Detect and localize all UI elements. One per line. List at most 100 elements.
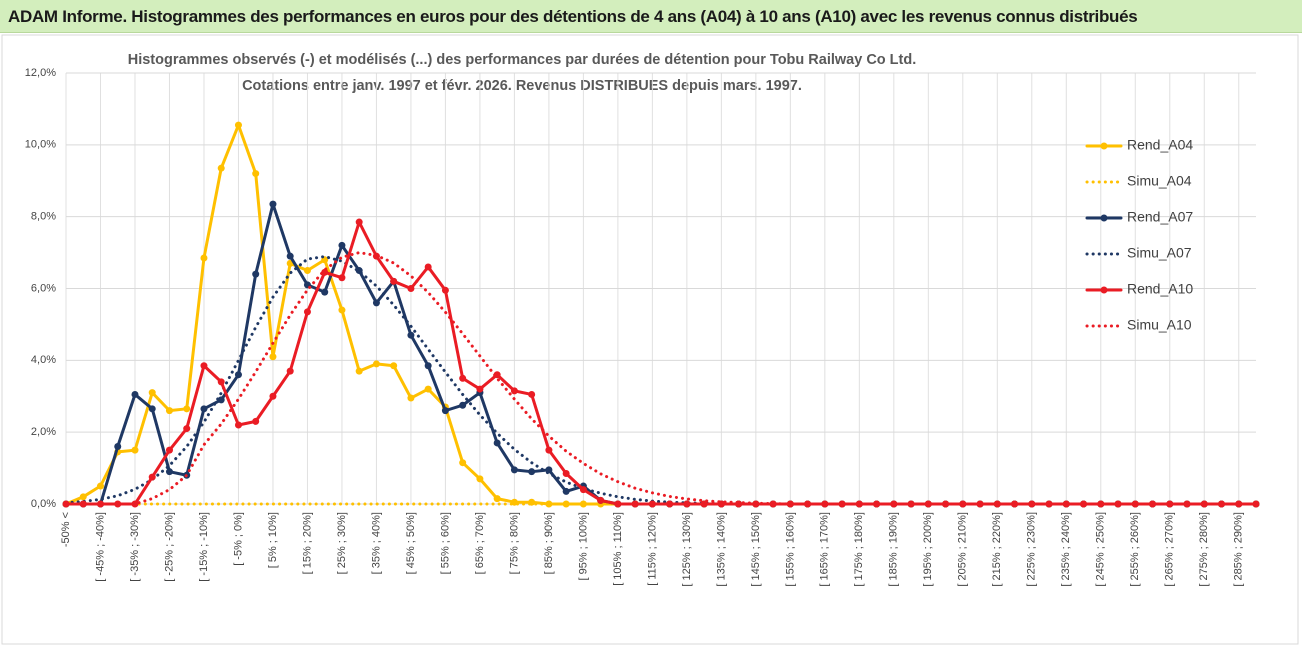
data-point	[476, 475, 484, 483]
x-tick-label: [ -15% ; -10%]	[198, 512, 210, 582]
legend-label: Rend_A04	[1127, 137, 1193, 153]
data-point	[493, 495, 501, 503]
x-tick-label: [ 115% ; 120%]	[646, 512, 658, 586]
data-point	[510, 387, 518, 395]
chart-title: Histogrammes observés (-) et modélisés (…	[128, 52, 917, 68]
chart: Histogrammes observés (-) et modélisés (…	[1, 34, 1299, 645]
data-point	[407, 285, 415, 292]
data-point	[355, 218, 363, 226]
data-point	[407, 394, 415, 402]
series-line	[64, 123, 1258, 506]
data-point	[131, 446, 139, 454]
data-point	[269, 353, 277, 361]
data-point	[907, 500, 915, 508]
data-point	[510, 466, 518, 474]
legend-label: Simu_A04	[1127, 173, 1192, 189]
data-point	[390, 362, 398, 370]
y-tick-label: 4,0%	[31, 354, 56, 366]
data-point	[1200, 500, 1208, 508]
data-point	[286, 367, 294, 375]
data-point	[614, 500, 622, 508]
data-point	[165, 407, 173, 415]
data-point	[666, 500, 674, 508]
data-point	[200, 362, 208, 370]
data-point	[407, 331, 415, 339]
data-point	[424, 362, 432, 370]
data-point	[1011, 500, 1019, 508]
data-point	[459, 401, 467, 409]
x-tick-label: [ 105% ; 110%]	[612, 512, 624, 586]
x-tick-label: [ 175% ; 180%]	[853, 512, 865, 587]
data-point	[424, 385, 432, 393]
data-point	[545, 446, 553, 454]
data-point	[183, 425, 191, 433]
data-point	[217, 396, 225, 404]
x-tick-label: [ 25% ; 30%]	[336, 512, 348, 574]
series-line	[64, 251, 1258, 506]
data-point	[459, 374, 467, 382]
x-tick-label: [ 145% ; 150%]	[750, 512, 762, 587]
data-point	[252, 170, 260, 178]
x-tick-label: [ -35% ; -30%]	[129, 512, 141, 582]
x-tick-label: [ 5% ; 10%]	[267, 512, 279, 568]
data-point	[683, 500, 691, 508]
data-point	[131, 390, 139, 398]
data-point	[1218, 500, 1226, 508]
data-point	[804, 500, 812, 508]
data-point	[631, 500, 639, 508]
data-point	[1131, 500, 1139, 508]
x-tick-label: [ 45% ; 50%]	[405, 512, 417, 574]
series-line	[64, 220, 1258, 506]
chart-border	[1, 34, 1299, 645]
x-tick-label: [ 125% ; 130%]	[681, 512, 693, 587]
data-point	[528, 468, 536, 476]
data-point	[183, 405, 191, 413]
y-tick-label: 8,0%	[31, 211, 56, 223]
data-point	[217, 378, 225, 386]
data-point	[993, 500, 1001, 508]
legend-label: Simu_A10	[1127, 317, 1192, 333]
data-point	[424, 263, 432, 271]
data-point	[338, 274, 346, 282]
data-point	[252, 417, 260, 425]
legend-marker	[1100, 214, 1108, 222]
banner-title: ADAM Informe. Histogrammes des performan…	[0, 0, 1302, 33]
data-point	[148, 389, 156, 397]
x-tick-label: [ 85% ; 90%]	[543, 512, 555, 574]
data-point	[303, 308, 311, 316]
data-point	[1028, 500, 1036, 508]
data-point	[269, 392, 277, 400]
data-point	[148, 473, 156, 481]
data-point	[234, 121, 242, 129]
data-point	[700, 500, 708, 508]
x-tick-label: [ 95% ; 100%]	[577, 512, 589, 581]
data-point	[114, 500, 122, 508]
data-point	[338, 306, 346, 314]
data-point	[528, 390, 536, 398]
x-tick-label: [ 75% ; 80%]	[508, 512, 520, 574]
y-tick-label: 12,0%	[25, 67, 56, 79]
x-tick-label: [ 285% ; 290%]	[1233, 512, 1245, 587]
y-tick-label: 6,0%	[31, 282, 56, 294]
data-point	[459, 459, 467, 467]
data-point	[476, 385, 484, 393]
data-point	[441, 286, 449, 294]
data-point	[493, 371, 501, 379]
data-point	[1183, 500, 1191, 508]
data-point	[890, 500, 898, 508]
y-tick-label: 2,0%	[31, 426, 56, 438]
x-tick-label: [ -45% ; -40%]	[94, 512, 106, 582]
x-tick-label: [ 235% ; 240%]	[1060, 512, 1072, 587]
data-point	[165, 468, 173, 476]
data-point	[200, 254, 208, 262]
x-tick-label: [ 225% ; 230%]	[1026, 512, 1038, 587]
data-point	[338, 241, 346, 249]
x-tick-label: [ 155% ; 160%]	[784, 512, 796, 587]
data-point	[165, 446, 173, 454]
y-tick-label: 0,0%	[31, 498, 56, 510]
x-tick-label: [ 275% ; 280%]	[1198, 512, 1210, 587]
x-tick-label: [ 215% ; 220%]	[991, 512, 1003, 587]
x-tick-label: [ 65% ; 70%]	[474, 512, 486, 574]
x-tick-label: [ 35% ; 40%]	[370, 512, 382, 574]
data-point	[217, 164, 225, 172]
